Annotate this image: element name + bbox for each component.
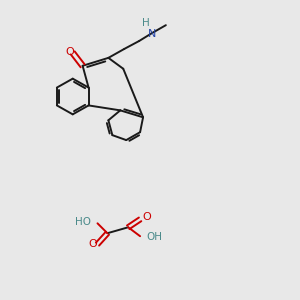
Text: HO: HO: [75, 217, 91, 227]
Text: N: N: [148, 29, 156, 39]
Text: OH: OH: [146, 232, 162, 242]
Text: O: O: [65, 47, 74, 57]
Text: O: O: [88, 239, 97, 249]
Text: H: H: [142, 18, 150, 28]
Text: O: O: [142, 212, 151, 222]
